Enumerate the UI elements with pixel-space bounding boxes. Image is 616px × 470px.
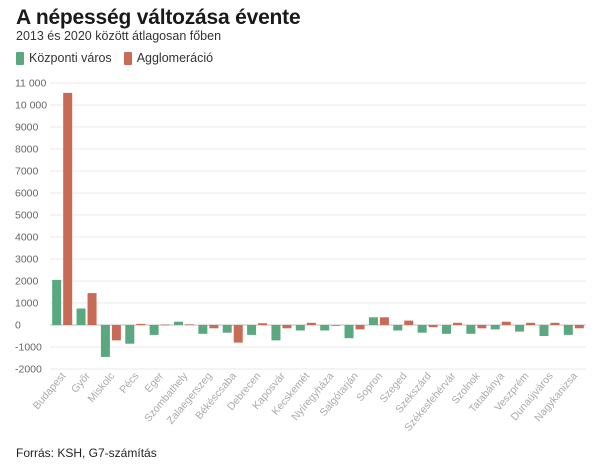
bar-kozponti-varos[interactable] [52,279,62,325]
bar-agglomeracio[interactable] [185,324,194,326]
y-tick-label: 11 000 [15,78,46,90]
y-tick-label: 9000 [15,122,39,134]
bar-kozponti-varos[interactable] [174,321,183,325]
bar-agglomeracio[interactable] [111,325,121,341]
bar-kozponti-varos[interactable] [393,325,403,331]
bar-agglomeracio[interactable] [160,324,170,326]
bar-kozponti-varos[interactable] [125,325,135,344]
bar-agglomeracio[interactable] [209,325,219,329]
bar-kozponti-varos[interactable] [271,325,281,341]
bar-agglomeracio[interactable] [63,92,73,326]
bar-kozponti-varos[interactable] [442,325,451,334]
bar-agglomeracio[interactable] [574,325,584,329]
legend-swatch-kozponti-varos [16,51,24,65]
bar-agglomeracio[interactable] [355,325,365,330]
chart-subtitle: 2013 és 2020 között átlagosan főben [16,29,222,43]
y-tick-label: -2000 [15,364,42,376]
bar-kozponti-varos[interactable] [222,325,232,333]
bar-agglomeracio[interactable] [550,322,560,325]
source-note: Forrás: KSH, G7-számítás [16,446,157,460]
x-tick-label: Miskolc [86,370,118,405]
bar-agglomeracio[interactable] [526,322,536,325]
bar-agglomeracio[interactable] [404,320,414,325]
x-tick-label: Budapest [31,370,69,412]
bar-agglomeracio[interactable] [233,325,243,343]
y-tick-label: 7000 [15,166,39,178]
legend-swatch-agglomeracio [123,51,132,65]
y-tick-label: 1000 [15,298,39,310]
bar-kozponti-varos[interactable] [149,325,159,335]
bar-agglomeracio[interactable] [306,322,316,325]
y-tick-label: 5000 [15,210,39,222]
legend: Központi város Agglomeráció [16,51,225,65]
x-tick-label: Pécs [117,370,141,396]
bar-kozponti-varos[interactable] [539,325,549,336]
y-tick-label: 6000 [15,188,39,200]
bar-kozponti-varos[interactable] [490,325,500,330]
bar-kozponti-varos[interactable] [466,325,476,334]
bar-agglomeracio[interactable] [136,323,146,325]
bar-kozponti-varos[interactable] [100,325,110,357]
bar-agglomeracio[interactable] [282,325,292,329]
bar-kozponti-varos[interactable] [198,325,208,334]
bar-kozponti-varos[interactable] [368,317,378,325]
bar-agglomeracio[interactable] [258,323,268,325]
y-tick-label: 0 [15,320,21,332]
bar-agglomeracio[interactable] [453,322,462,325]
bar-agglomeracio[interactable] [428,325,438,328]
bar-agglomeracio[interactable] [379,317,389,325]
bar-kozponti-varos[interactable] [320,325,330,331]
bar-kozponti-varos[interactable] [247,325,257,335]
y-tick-label: 3000 [15,254,39,266]
bar-kozponti-varos[interactable] [515,325,525,332]
legend-label-kozponti-varos: Központi város [29,51,112,65]
legend-item-agglomeracio[interactable]: Agglomeráció [123,51,214,65]
y-tick-label: 8000 [15,144,39,156]
bar-kozponti-varos[interactable] [76,308,86,326]
bar-agglomeracio[interactable] [477,325,487,329]
bar-agglomeracio[interactable] [87,293,97,325]
bar-kozponti-varos[interactable] [563,325,573,335]
y-tick-label: 10 000 [15,100,47,112]
bar-kozponti-varos[interactable] [295,325,305,331]
bar-kozponti-varos[interactable] [344,325,354,339]
bar-agglomeracio[interactable] [501,321,511,325]
y-tick-label: -1000 [15,342,42,354]
bar-agglomeracio[interactable] [331,325,341,326]
y-tick-label: 2000 [15,276,39,288]
legend-label-agglomeracio: Agglomeráció [136,51,214,65]
legend-item-kozponti-varos[interactable]: Központi város [16,51,112,65]
chart-title: A népesség változása évente [16,6,301,29]
y-tick-label: 4000 [15,232,39,244]
bar-kozponti-varos[interactable] [417,325,427,333]
